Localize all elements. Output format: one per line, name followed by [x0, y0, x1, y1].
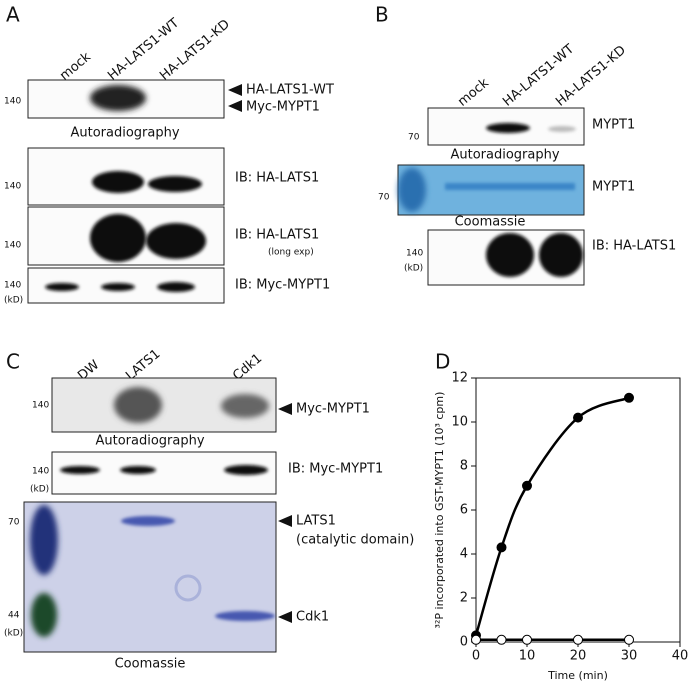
annotation: (catalytic domain): [296, 533, 414, 548]
x-tick-label: 10: [519, 649, 536, 664]
caption: Coomassie: [455, 215, 526, 230]
band: [90, 85, 146, 111]
band: [221, 394, 269, 418]
band: [60, 466, 100, 474]
blot-label: MYPT1: [592, 180, 635, 195]
arrow: [278, 515, 292, 623]
data-point: [573, 412, 583, 423]
y-tick-label: 8: [460, 459, 468, 474]
blot-label: IB: HA-LATS1: [235, 171, 319, 186]
blot-label: IB: HA-LATS1: [235, 228, 319, 243]
ladder: [398, 168, 426, 212]
arrow: [228, 84, 242, 112]
band: [45, 283, 79, 291]
band: [445, 183, 575, 190]
marker: 140: [4, 241, 21, 251]
y-tick-label: 12: [451, 371, 468, 386]
marker: 140: [32, 467, 49, 477]
band: [486, 123, 530, 133]
band: [215, 611, 275, 621]
marker: 140: [406, 249, 423, 259]
data-point: [522, 480, 532, 491]
band: [486, 233, 534, 277]
band: [148, 176, 202, 192]
panel-label: C: [6, 350, 20, 374]
gel: [23, 501, 277, 653]
data-point: [496, 634, 507, 645]
y-axis-label: ³²P incorporated into GST-MYPT1 (10³ cpm…: [433, 392, 446, 629]
y-tick-label: 10: [451, 415, 468, 430]
x-tick-label: 30: [621, 649, 638, 664]
caption: Autoradiography: [450, 148, 559, 163]
band: [548, 126, 576, 132]
band: [114, 387, 162, 423]
data-point: [624, 392, 634, 403]
blot-label: IB: Myc-MYPT1: [288, 462, 383, 477]
note: (long exp): [268, 248, 314, 258]
arrow: [278, 403, 292, 415]
artifact: [174, 574, 202, 602]
y-tick-label: 6: [460, 503, 468, 518]
series-line: [474, 396, 630, 636]
unit: (kD): [404, 264, 423, 274]
band: [157, 282, 195, 292]
data-point: [522, 634, 532, 645]
marker: 140: [4, 182, 21, 192]
blot-label: IB: Myc-MYPT1: [235, 278, 330, 293]
caption: Autoradiography: [70, 126, 179, 141]
blot-label: MYPT1: [592, 118, 635, 133]
band: [539, 233, 583, 277]
data-point: [624, 634, 634, 645]
annotation: Myc-MYPT1: [246, 100, 320, 115]
panel-label: D: [435, 350, 450, 374]
band: [90, 214, 146, 262]
band: [121, 516, 175, 526]
y-tick-label: 4: [460, 547, 468, 562]
band: [101, 283, 135, 291]
x-tick-label: 0: [472, 649, 480, 664]
band: [120, 466, 156, 474]
marker: 140: [4, 281, 21, 291]
panel-label: B: [375, 3, 389, 27]
data-point: [471, 634, 481, 645]
marker: 140: [4, 97, 21, 107]
lane-label: mock: [57, 49, 94, 83]
marker: 44: [8, 611, 20, 621]
annotation: LATS1: [296, 514, 336, 529]
x-tick-label: 20: [570, 649, 587, 664]
data-point: [496, 542, 507, 553]
ladder: [30, 505, 58, 575]
x-tick-label: 40: [672, 649, 689, 664]
x-axis-label: Time (min): [547, 669, 608, 682]
lane-label: mock: [455, 75, 492, 109]
ladder: [31, 593, 57, 637]
marker: 70: [408, 133, 420, 143]
band: [146, 223, 206, 259]
data-point: [573, 634, 583, 645]
blot-label: IB: HA-LATS1: [592, 239, 676, 254]
unit: (kD): [4, 296, 23, 306]
marker: 70: [378, 193, 390, 203]
y-tick-label: 2: [460, 591, 468, 606]
annotation: HA-LATS1-WT: [246, 83, 334, 98]
marker: 70: [8, 518, 20, 528]
caption: Coomassie: [115, 657, 186, 672]
annotation: Cdk1: [296, 610, 329, 625]
marker: 140: [32, 401, 49, 411]
band: [224, 465, 268, 475]
panel-label: A: [6, 3, 20, 27]
unit: (kD): [4, 629, 23, 639]
band: [92, 171, 144, 193]
annotation: Myc-MYPT1: [296, 402, 370, 417]
unit: (kD): [30, 485, 49, 495]
caption: Autoradiography: [95, 434, 204, 449]
y-tick-label: 0: [460, 635, 468, 650]
